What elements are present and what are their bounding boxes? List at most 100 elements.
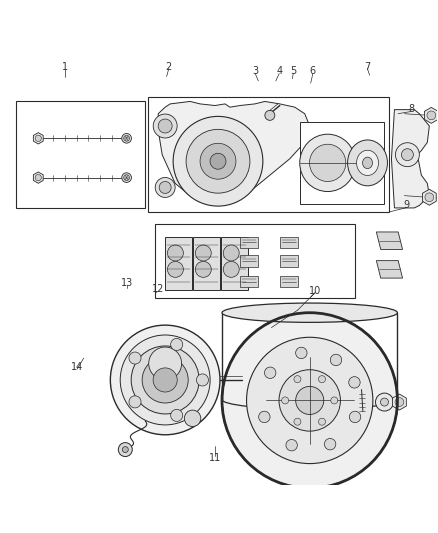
Circle shape: [124, 175, 130, 181]
Circle shape: [122, 447, 128, 453]
Bar: [280, 237, 298, 248]
Circle shape: [122, 133, 131, 143]
Circle shape: [247, 337, 373, 464]
Ellipse shape: [348, 140, 388, 186]
Circle shape: [222, 313, 397, 488]
Circle shape: [195, 245, 211, 261]
Text: 8: 8: [408, 104, 414, 114]
Ellipse shape: [357, 150, 378, 175]
Circle shape: [195, 261, 211, 277]
Circle shape: [167, 261, 184, 277]
Circle shape: [427, 111, 436, 120]
Circle shape: [296, 347, 307, 359]
Bar: [280, 276, 298, 287]
Text: 6: 6: [310, 66, 316, 76]
Text: 12: 12: [152, 284, 164, 294]
Bar: [300, 122, 385, 204]
Circle shape: [155, 177, 175, 197]
Polygon shape: [424, 107, 438, 123]
Circle shape: [286, 440, 297, 451]
Circle shape: [331, 397, 338, 404]
Polygon shape: [422, 189, 436, 205]
Circle shape: [122, 173, 131, 182]
Text: 13: 13: [121, 278, 134, 288]
Circle shape: [118, 442, 132, 457]
Circle shape: [196, 374, 208, 386]
Circle shape: [35, 135, 41, 141]
Bar: [240, 255, 258, 267]
Circle shape: [124, 135, 130, 141]
Circle shape: [167, 245, 184, 261]
Ellipse shape: [363, 157, 372, 168]
Circle shape: [294, 376, 301, 383]
Circle shape: [184, 410, 201, 426]
Bar: [280, 255, 298, 267]
Bar: [155, 224, 355, 298]
Text: 1: 1: [62, 61, 68, 71]
Circle shape: [142, 357, 188, 403]
Polygon shape: [158, 101, 310, 204]
Circle shape: [200, 143, 236, 179]
Circle shape: [349, 377, 360, 388]
Circle shape: [223, 245, 239, 261]
Circle shape: [159, 181, 171, 193]
Circle shape: [318, 418, 325, 425]
Polygon shape: [376, 232, 403, 249]
Text: 2: 2: [166, 61, 172, 71]
Circle shape: [110, 325, 220, 435]
Circle shape: [35, 174, 41, 181]
Circle shape: [325, 439, 336, 450]
Text: 14: 14: [71, 362, 83, 372]
Circle shape: [153, 114, 177, 138]
Circle shape: [129, 396, 141, 408]
Circle shape: [318, 376, 325, 383]
Text: 3: 3: [252, 66, 258, 76]
Circle shape: [330, 354, 342, 366]
Polygon shape: [376, 261, 403, 278]
Polygon shape: [33, 133, 43, 144]
Text: 7: 7: [364, 61, 371, 71]
Circle shape: [265, 367, 276, 378]
Circle shape: [120, 335, 210, 425]
Circle shape: [350, 411, 361, 423]
Circle shape: [210, 154, 226, 169]
Circle shape: [279, 370, 340, 431]
Circle shape: [259, 411, 270, 423]
Ellipse shape: [222, 303, 397, 322]
Circle shape: [129, 352, 141, 364]
Ellipse shape: [310, 144, 346, 182]
Circle shape: [186, 130, 250, 193]
Circle shape: [223, 261, 239, 277]
Circle shape: [396, 143, 419, 167]
Circle shape: [265, 110, 275, 120]
Bar: [240, 237, 258, 248]
Circle shape: [282, 397, 289, 404]
Circle shape: [153, 368, 177, 392]
Circle shape: [158, 119, 172, 133]
Circle shape: [171, 409, 183, 422]
Text: 11: 11: [208, 453, 221, 463]
Bar: [148, 98, 389, 212]
Text: 4: 4: [276, 66, 283, 76]
Polygon shape: [33, 172, 43, 183]
Circle shape: [395, 398, 404, 407]
Circle shape: [425, 193, 434, 201]
Polygon shape: [392, 110, 429, 208]
Ellipse shape: [300, 134, 356, 191]
Circle shape: [149, 347, 182, 380]
Circle shape: [401, 149, 413, 160]
Polygon shape: [193, 237, 220, 290]
Text: 9: 9: [404, 200, 410, 211]
Circle shape: [171, 338, 183, 351]
Polygon shape: [165, 237, 192, 290]
Text: 5: 5: [290, 66, 297, 76]
Bar: [240, 276, 258, 287]
Circle shape: [381, 398, 389, 406]
Circle shape: [294, 418, 301, 425]
Circle shape: [131, 346, 199, 414]
Circle shape: [375, 393, 393, 411]
Circle shape: [296, 386, 324, 415]
Bar: [16, 101, 145, 208]
Polygon shape: [221, 237, 248, 290]
Text: 10: 10: [309, 286, 321, 295]
